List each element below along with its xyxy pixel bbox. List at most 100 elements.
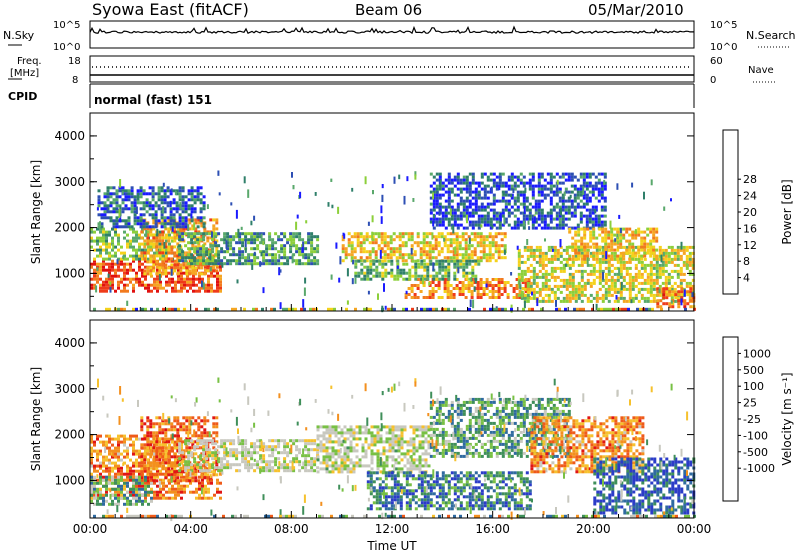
- range-gate-cell: [467, 247, 471, 251]
- range-gate-cell: [456, 175, 460, 179]
- range-gate-cell: [523, 260, 527, 264]
- range-gate-cell: [216, 277, 219, 281]
- range-gate-cell: [435, 178, 439, 182]
- range-gate-cell: [517, 248, 521, 252]
- range-gate-cell: [109, 219, 113, 223]
- range-gate-cell: [622, 287, 626, 291]
- range-gate-cell: [453, 277, 457, 281]
- range-gate-cell: [616, 248, 620, 252]
- range-gate-cell: [515, 293, 519, 296]
- range-gate-cell: [646, 251, 650, 255]
- range-gate-cell: [102, 289, 105, 293]
- range-gate-cell: [465, 259, 469, 263]
- range-gate-cell: [474, 202, 478, 206]
- range-gate-cell: [375, 271, 379, 275]
- range-gate-cell: [390, 274, 394, 278]
- range-gate-cell: [93, 257, 96, 261]
- range-gate-cell: [120, 493, 123, 497]
- range-gate-cell: [132, 289, 135, 293]
- range-gate-cell: [135, 458, 138, 462]
- range-gate-cell: [583, 269, 587, 273]
- range-gate-cell: [677, 305, 681, 309]
- date-label: 05/Mar/2010: [588, 1, 684, 19]
- range-gate-cell: [444, 178, 448, 182]
- range-gate-cell: [450, 181, 454, 185]
- near-range-echo: [243, 307, 246, 311]
- range-gate-cell: [500, 238, 504, 242]
- range-gate-cell: [564, 223, 568, 227]
- range-gate-cell: [622, 278, 626, 282]
- range-gate-cell: [102, 475, 105, 479]
- range-gate-cell: [652, 278, 656, 282]
- near-range-echo: [294, 307, 297, 311]
- range-gate-cell: [474, 187, 478, 191]
- sparse-echo: [691, 292, 694, 298]
- range-gate-cell: [688, 269, 692, 273]
- range-gate-cell: [389, 253, 393, 257]
- range-gate-cell: [347, 253, 351, 257]
- range-gate-cell: [144, 469, 147, 473]
- sparse-echo: [145, 230, 148, 238]
- sparse-echo: [253, 251, 256, 255]
- range-gate-cell: [163, 189, 167, 193]
- range-gate-cell: [207, 283, 210, 287]
- range-gate-cell: [118, 195, 122, 199]
- range-gate-cell: [541, 251, 545, 255]
- range-gate-cell: [204, 466, 207, 470]
- range-gate-cell: [147, 493, 150, 497]
- range-gate-cell: [426, 265, 430, 269]
- nsky-tick-low: 10^0: [53, 42, 80, 53]
- range-gate-cell: [625, 245, 629, 249]
- range-gate-cell: [168, 449, 171, 453]
- range-gate-cell: [381, 265, 385, 269]
- range-gate-cell: [292, 238, 296, 242]
- range-gate-cell: [102, 236, 105, 240]
- range-gate-cell: [180, 248, 183, 252]
- range-gate-cell: [174, 487, 177, 491]
- range-gate-cell: [438, 175, 442, 179]
- range-gate-cell: [528, 178, 532, 182]
- range-gate-cell: [126, 478, 129, 482]
- range-gate-cell: [165, 274, 168, 278]
- range-gate-cell: [579, 187, 583, 191]
- range-gate-cell: [646, 233, 650, 237]
- range-gate-cell: [130, 192, 134, 196]
- range-gate-cell: [217, 256, 221, 260]
- range-gate-cell: [529, 254, 533, 258]
- sparse-echo: [616, 183, 619, 190]
- range-gate-cell: [510, 172, 514, 176]
- range-gate-cell: [108, 437, 111, 441]
- range-gate-cell: [473, 232, 477, 236]
- range-gate-cell: [344, 247, 348, 251]
- range-gate-cell: [643, 278, 647, 282]
- range-gate-cell: [295, 232, 299, 236]
- range-gate-cell: [146, 440, 150, 444]
- range-gate-cell: [190, 219, 194, 223]
- range-gate-cell: [256, 235, 260, 239]
- range-gate-cell: [203, 242, 207, 246]
- range-gate-cell: [555, 226, 559, 230]
- sparse-echo: [106, 206, 109, 211]
- range-gate-cell: [673, 290, 677, 294]
- range-gate-cell: [163, 195, 167, 199]
- range-gate-cell: [253, 241, 257, 245]
- sparse-echo: [279, 302, 282, 310]
- range-gate-cell: [375, 265, 379, 269]
- range-gate-cell: [435, 223, 439, 227]
- range-gate-cell: [452, 250, 456, 254]
- range-gate-cell: [192, 289, 195, 293]
- range-gate-cell: [176, 443, 180, 447]
- range-gate-cell: [135, 449, 138, 453]
- range-gate-cell: [486, 214, 490, 218]
- range-gate-cell: [492, 193, 496, 197]
- range-gate-cell: [574, 248, 578, 252]
- range-gate-cell: [154, 192, 158, 196]
- near-range-echo: [618, 307, 621, 311]
- range-gate-cell: [241, 238, 245, 242]
- range-gate-cell: [604, 266, 608, 270]
- range-gate-cell: [347, 244, 351, 248]
- range-gate-cell: [506, 293, 510, 296]
- range-gate-cell: [685, 260, 689, 264]
- range-gate-cell: [196, 253, 200, 257]
- range-gate-cell: [117, 274, 120, 278]
